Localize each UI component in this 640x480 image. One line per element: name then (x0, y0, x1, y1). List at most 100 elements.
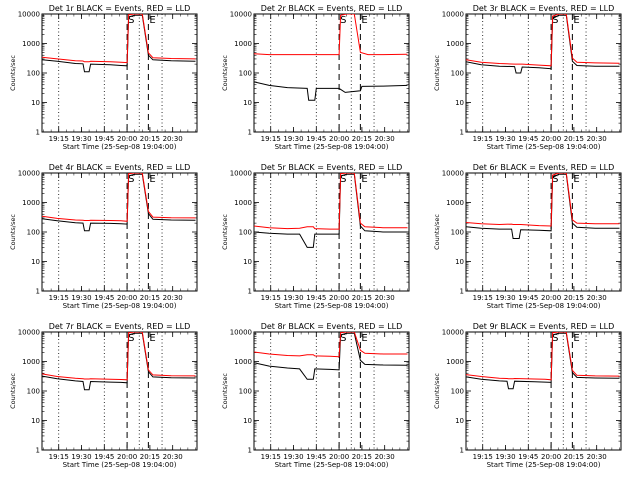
y-tick-label: 1000 (22, 358, 40, 366)
panel-title: Det 8r BLACK = Events, RED = LLD (261, 322, 403, 331)
y-tick-label: 1000 (446, 199, 464, 207)
start-marker-label: S (552, 15, 558, 26)
y-tick-label: 10000 (442, 170, 464, 178)
y-tick-label: 10000 (442, 11, 464, 19)
y-tick-label: 10 (31, 258, 40, 266)
x-tick-label: 20:00 (117, 453, 137, 461)
y-tick-label: 1000 (234, 40, 252, 48)
y-axis-label: Counts/sec (221, 214, 229, 250)
y-tick-label: 10000 (230, 11, 252, 19)
x-tick-label: 19:15 (473, 135, 493, 143)
x-axis-label: Start Time (25-Sep-08 19:04:00) (63, 143, 177, 151)
start-marker-label: S (128, 174, 134, 185)
end-marker-label: E (361, 333, 367, 344)
end-marker-label: E (149, 174, 155, 185)
series-line-lld (42, 14, 196, 64)
series-line-events (42, 173, 196, 232)
x-tick-label: 20:15 (564, 135, 584, 143)
plot-frame (41, 331, 198, 451)
x-tick-label: 19:15 (49, 453, 69, 461)
x-tick-label: 20:15 (140, 294, 160, 302)
series-line-lld (466, 14, 620, 67)
x-tick-label: 19:45 (94, 453, 114, 461)
x-tick-label: 20:00 (329, 453, 349, 461)
x-axis-label: Start Time (25-Sep-08 19:04:00) (487, 302, 601, 310)
y-tick-label: 1 (36, 129, 40, 137)
x-tick-label: 19:30 (283, 453, 303, 461)
end-marker-label: E (573, 333, 579, 344)
y-axis-label: Counts/sec (433, 214, 441, 250)
y-axis-label: Counts/sec (9, 214, 17, 250)
y-tick-label: 10000 (18, 11, 40, 19)
y-tick-label: 100 (239, 388, 252, 396)
y-tick-label: 1000 (22, 199, 40, 207)
y-tick-label: 100 (451, 388, 464, 396)
start-marker-label: S (340, 174, 346, 185)
y-tick-label: 10 (31, 99, 40, 107)
y-tick-label: 1 (248, 447, 252, 455)
x-tick-label: 19:30 (71, 294, 91, 302)
detector-panel-7: Det 7r BLACK = Events, RED = LLD S E 1 10 100… (9, 322, 198, 469)
x-axis-label: Start Time (25-Sep-08 19:04:00) (275, 461, 389, 469)
y-tick-label: 10000 (442, 329, 464, 337)
y-tick-label: 10000 (18, 170, 40, 178)
x-tick-label: 19:45 (306, 294, 326, 302)
y-tick-label: 1 (460, 129, 464, 137)
x-tick-label: 20:30 (375, 294, 395, 302)
x-tick-label: 19:30 (71, 135, 91, 143)
x-tick-label: 19:45 (306, 135, 326, 143)
series-line-lld (254, 332, 408, 358)
detector-panel-8: Det 8r BLACK = Events, RED = LLD S E 1 10 100… (221, 322, 410, 469)
x-tick-label: 19:45 (94, 135, 114, 143)
series-line-events (466, 173, 620, 239)
detector-panel-3: Det 3r BLACK = Events, RED = LLD S E 1 10 100… (433, 4, 622, 151)
plot-frame (253, 13, 410, 133)
x-tick-label: 20:15 (352, 135, 372, 143)
y-tick-label: 100 (27, 229, 40, 237)
y-tick-label: 100 (239, 229, 252, 237)
x-tick-label: 19:45 (518, 135, 538, 143)
x-tick-label: 19:30 (495, 453, 515, 461)
series-line-events (254, 81, 408, 101)
y-axis-label: Counts/sec (433, 373, 441, 409)
y-tick-label: 1 (248, 288, 252, 296)
y-tick-label: 1 (460, 447, 464, 455)
x-tick-label: 20:30 (587, 135, 607, 143)
end-marker-label: E (573, 174, 579, 185)
series-line-events (254, 332, 408, 380)
y-tick-label: 10000 (230, 329, 252, 337)
start-marker-label: S (340, 15, 346, 26)
y-axis-label: Counts/sec (221, 373, 229, 409)
x-axis-label: Start Time (25-Sep-08 19:04:00) (63, 461, 177, 469)
y-tick-label: 1 (460, 288, 464, 296)
x-tick-label: 20:15 (352, 453, 372, 461)
y-tick-label: 10 (455, 99, 464, 107)
y-tick-label: 1000 (234, 199, 252, 207)
x-tick-label: 20:00 (329, 135, 349, 143)
end-marker-label: E (149, 15, 155, 26)
y-tick-label: 1 (36, 288, 40, 296)
y-tick-label: 10 (455, 417, 464, 425)
y-axis-label: Counts/sec (9, 373, 17, 409)
detector-panel-5: Det 5r BLACK = Events, RED = LLD S E 1 10 100… (221, 163, 410, 310)
x-tick-label: 20:00 (329, 294, 349, 302)
x-tick-label: 20:15 (140, 135, 160, 143)
series-line-events (42, 332, 196, 391)
start-marker-label: S (128, 333, 134, 344)
x-tick-label: 20:30 (163, 453, 183, 461)
x-tick-label: 20:30 (587, 453, 607, 461)
start-marker-label: S (340, 333, 346, 344)
x-tick-label: 19:15 (49, 294, 69, 302)
y-tick-label: 1000 (446, 40, 464, 48)
start-marker-label: S (552, 333, 558, 344)
x-tick-label: 20:15 (564, 294, 584, 302)
x-tick-label: 19:15 (49, 135, 69, 143)
end-marker-label: E (361, 174, 367, 185)
x-tick-label: 19:45 (306, 453, 326, 461)
end-marker-label: E (149, 333, 155, 344)
y-axis-label: Counts/sec (433, 55, 441, 91)
panel-title: Det 6r BLACK = Events, RED = LLD (473, 163, 615, 172)
start-marker-label: S (552, 174, 558, 185)
x-tick-label: 20:30 (163, 294, 183, 302)
panel-title: Det 1r BLACK = Events, RED = LLD (49, 4, 191, 13)
